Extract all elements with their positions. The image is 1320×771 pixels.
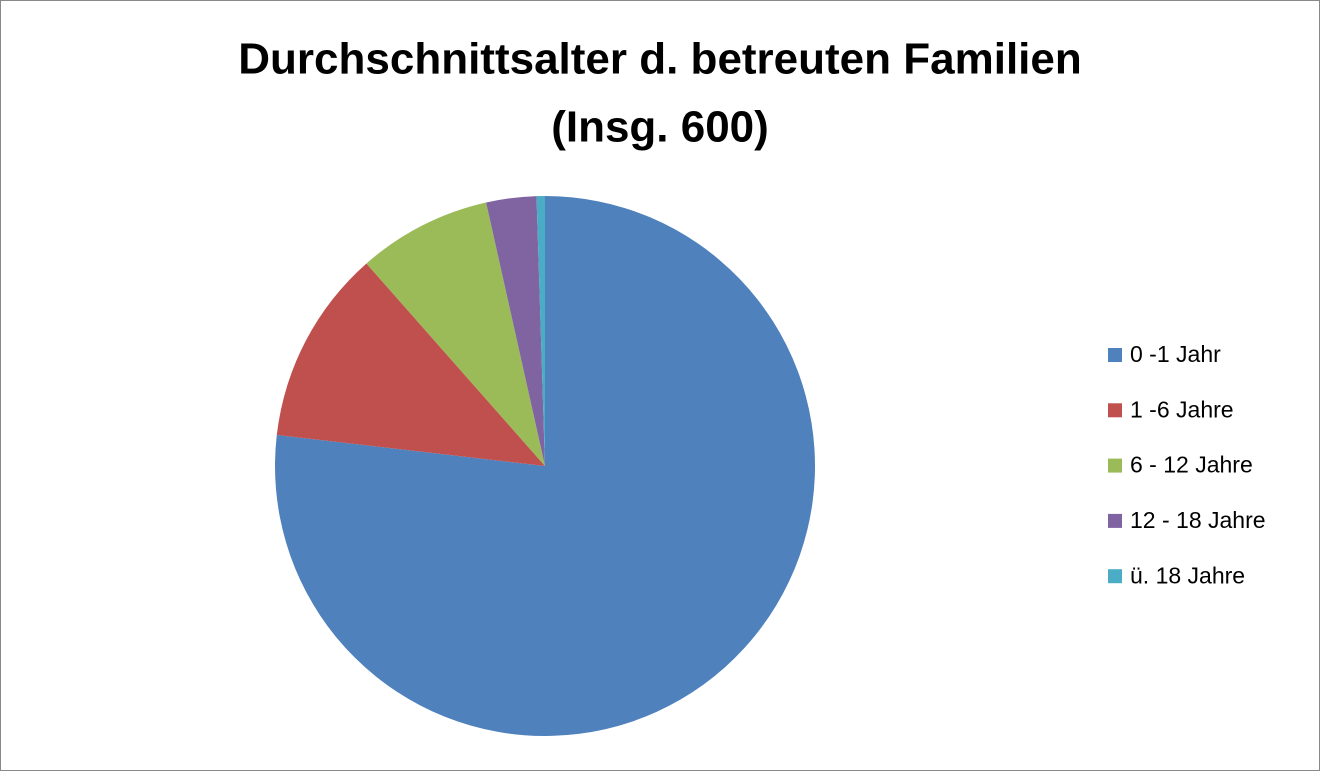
legend-label: 0 -1 Jahr	[1130, 341, 1221, 367]
chart-title: (Insg. 600)	[551, 103, 769, 152]
legend-label: 1 -6 Jahre	[1130, 396, 1234, 422]
chart-title: Durchschnittsalter d. betreuten Familien	[238, 35, 1082, 84]
legend-swatch	[1108, 403, 1122, 418]
legend-label: 12 - 18 Jahre	[1130, 507, 1266, 533]
legend-label: ü. 18 Jahre	[1130, 562, 1245, 588]
pie-slice	[536, 196, 545, 466]
pie-slice	[276, 263, 545, 466]
legend-swatch	[1108, 458, 1122, 473]
legend-swatch	[1108, 513, 1122, 528]
legend-swatch	[1108, 348, 1122, 362]
pie-slice	[486, 196, 545, 466]
legend-swatch	[1108, 569, 1122, 584]
pie-slice	[366, 202, 545, 466]
legend-label: 6 - 12 Jahre	[1130, 452, 1253, 478]
